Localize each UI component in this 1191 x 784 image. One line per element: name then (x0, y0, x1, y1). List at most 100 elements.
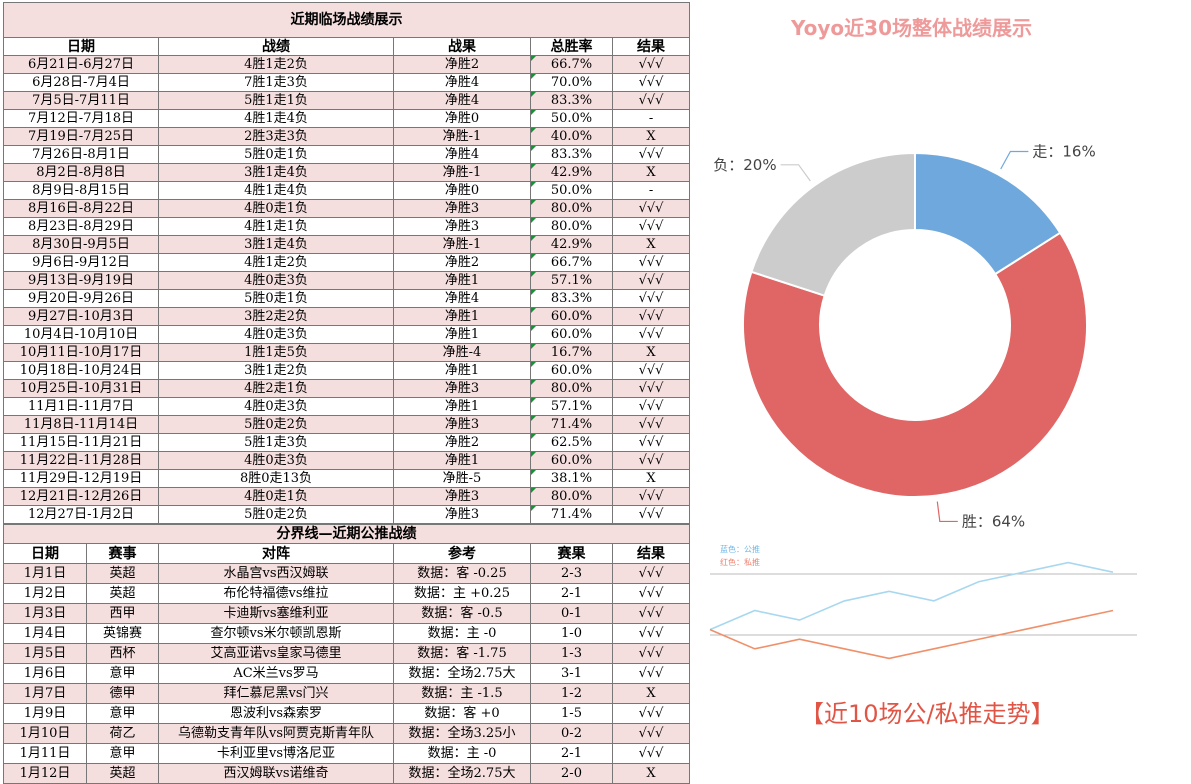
cell-result: √√√ (611, 433, 691, 452)
cell-date: 7月12日-7月18日 (3, 109, 159, 128)
cell-record: 1胜1走5负 (158, 343, 394, 362)
cell-winrate: 83.3% (530, 289, 613, 308)
cell-league: 意甲 (86, 663, 159, 684)
cell-winrate: 71.4% (530, 505, 613, 524)
cell-date: 10月4日-10月10日 (3, 325, 159, 344)
pie-label: 负：20% (713, 156, 776, 174)
cell-date: 12月21日-12月26日 (3, 487, 159, 506)
cell-record: 7胜1走3负 (158, 73, 394, 92)
cell-net: 净胜0 (393, 109, 531, 128)
cell-result: √√√ (611, 325, 691, 344)
cell-league: 意甲 (86, 703, 159, 724)
cell-record: 3胜2走2负 (158, 307, 394, 326)
header-winrate: 总胜率 (530, 37, 613, 56)
pie-leader-line (936, 501, 958, 523)
cell-record: 3胜1走4负 (158, 163, 394, 182)
table-row: 1月3日 西甲 卡迪斯vs塞维利亚 数据：客 -0.5 0-1 √√√ (3, 603, 690, 624)
table-row: 8月2日-8月8日 3胜1走4负 净胜-1 42.9% X (3, 163, 691, 182)
cell-net: 净胜3 (393, 415, 531, 434)
cell-date: 11月22日-11月28日 (3, 451, 159, 470)
cell-date: 11月15日-11月21日 (3, 433, 159, 452)
table-row: 1月1日 英超 水晶宫vs西汉姆联 数据：客 -0.25 2-3 √√√ (3, 563, 690, 584)
cell-winrate: 80.0% (530, 199, 613, 218)
cell-record: 5胜0走2负 (158, 505, 394, 524)
table-row: 11月8日-11月14日 5胜0走2负 净胜3 71.4% √√√ (3, 415, 691, 434)
cell-result: √√√ (612, 643, 690, 664)
cell-record: 4胜0走3负 (158, 271, 394, 290)
cell-match: 查尔顿vs米尔顿凯恩斯 (158, 623, 394, 644)
cell-winrate: 80.0% (530, 217, 613, 236)
cell-date: 10月25日-10月31日 (3, 379, 159, 398)
cell-score: 2-1 (530, 743, 613, 764)
cell-match: 布伦特福德vs维拉 (158, 583, 394, 604)
header-net: 战果 (393, 37, 531, 56)
table-row: 1月2日 英超 布伦特福德vs维拉 数据：主 +0.25 2-1 √√√ (3, 583, 690, 604)
cell-result: X (611, 343, 691, 362)
cell-date: 1月11日 (3, 743, 87, 764)
cell-date: 10月18日-10月24日 (3, 361, 159, 380)
cell-result: √√√ (611, 271, 691, 290)
table-row: 1月10日 荷乙 乌德勒支青年队vs阿贾克斯青年队 数据：全场3.25小 0-2 √√√ (3, 723, 690, 744)
cell-result: √√√ (611, 199, 691, 218)
cell-result: √√√ (611, 361, 691, 380)
table-row: 1月7日 德甲 拜仁慕尼黑vs门兴 数据：主 -1.5 1-2 X (3, 683, 690, 704)
cell-winrate: 80.0% (530, 487, 613, 506)
cell-result: √√√ (612, 723, 690, 744)
table-row: 10月18日-10月24日 3胜1走2负 净胜1 60.0% √√√ (3, 361, 691, 380)
cell-date: 11月8日-11月14日 (3, 415, 159, 434)
table-row: 11月1日-11月7日 4胜0走3负 净胜1 57.1% √√√ (3, 397, 691, 416)
cell-score: 0-1 (530, 603, 613, 624)
cell-net: 净胜1 (393, 325, 531, 344)
table-row: 7月5日-7月11日 5胜1走1负 净胜4 83.3% √√√ (3, 91, 691, 110)
recent-table-header: 日期 战绩 战果 总胜率 结果 (3, 37, 691, 56)
cell-league: 英超 (86, 563, 159, 584)
cell-net: 净胜0 (393, 181, 531, 200)
cell-date: 8月9日-8月15日 (3, 181, 159, 200)
pie-slice-胜 (742, 231, 1088, 499)
table-row: 7月12日-7月18日 4胜1走4负 净胜0 50.0% - (3, 109, 691, 128)
cell-date: 8月23日-8月29日 (3, 217, 159, 236)
cell-score: 1-3 (530, 643, 613, 664)
cell-net: 净胜3 (393, 487, 531, 506)
table-row: 11月22日-11月28日 4胜0走3负 净胜1 60.0% √√√ (3, 451, 691, 470)
cell-record: 5胜0走2负 (158, 415, 394, 434)
cell-date: 1月1日 (3, 563, 87, 584)
cell-record: 4胜0走3负 (158, 451, 394, 470)
cell-record: 5胜0走1负 (158, 145, 394, 164)
cell-league: 西杯 (86, 643, 159, 664)
cell-result: √√√ (611, 487, 691, 506)
cell-result: √√√ (611, 451, 691, 470)
cell-result: √√√ (612, 663, 690, 684)
cell-record: 4胜1走1负 (158, 217, 394, 236)
cell-result: √√√ (611, 505, 691, 524)
recent-results-table: 近期临场战绩展示 日期 战绩 战果 总胜率 结果 6月21日-6月27日 4胜1走… (2, 2, 691, 524)
cell-result: √√√ (611, 253, 691, 272)
table-row: 10月25日-10月31日 4胜2走1负 净胜3 80.0% √√√ (3, 379, 691, 398)
table-row: 8月30日-9月5日 3胜1走4负 净胜-1 42.9% X (3, 235, 691, 254)
table-row: 11月29日-12月19日 8胜0走13负 净胜-5 38.1% X (3, 469, 691, 488)
cell-result: X (611, 127, 691, 146)
cell-match: 西汉姆联vs诺维奇 (158, 763, 394, 784)
cell-record: 5胜0走1负 (158, 289, 394, 308)
cell-result: √√√ (611, 307, 691, 326)
cell-net: 净胜1 (393, 451, 531, 470)
record-donut-chart: 走：16%胜：64%负：20% , (713, 142, 1095, 530)
table-row: 8月9日-8月15日 4胜1走4负 净胜0 50.0% - (3, 181, 691, 200)
cell-score: 2-0 (530, 763, 613, 784)
cell-record: 3胜1走4负 (158, 235, 394, 254)
cell-result: X (611, 235, 691, 254)
cell-date: 1月5日 (3, 643, 87, 664)
cell-net: 净胜-1 (393, 235, 531, 254)
cell-result: X (612, 763, 690, 784)
cell-winrate: 40.0% (530, 127, 613, 146)
cell-net: 净胜2 (393, 55, 531, 74)
table-row: 9月13日-9月19日 4胜0走3负 净胜1 57.1% √√√ (3, 271, 691, 290)
header-result: 结果 (612, 543, 690, 564)
cell-reference: 数据：全场3.25小 (393, 723, 531, 744)
cell-date: 12月27日-1月2日 (3, 505, 159, 524)
cell-league: 英超 (86, 763, 159, 784)
cell-winrate: 42.9% (530, 163, 613, 182)
cell-net: 净胜-1 (393, 127, 531, 146)
cell-winrate: 83.3% (530, 145, 613, 164)
cell-winrate: 57.1% (530, 397, 613, 416)
